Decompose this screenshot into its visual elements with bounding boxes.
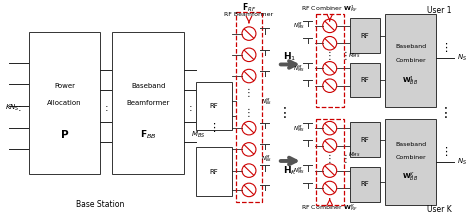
Text: :: :	[18, 103, 21, 113]
Text: $N_S$: $N_S$	[457, 157, 467, 167]
Text: $N_S$: $N_S$	[457, 53, 467, 63]
Text: ⋮: ⋮	[438, 106, 452, 120]
Text: Base Station: Base Station	[76, 200, 125, 209]
Bar	[350, 63, 380, 97]
Text: $M_{MS}$: $M_{MS}$	[347, 150, 360, 159]
Text: $\mathbf{F}_{RF}$: $\mathbf{F}_{RF}$	[242, 1, 256, 14]
Bar	[350, 167, 380, 201]
Text: $N^M_{BS}$: $N^M_{BS}$	[261, 154, 272, 164]
Text: Baseband: Baseband	[131, 83, 165, 89]
Bar	[384, 14, 437, 107]
Text: $N^M_{MS}$: $N^M_{MS}$	[293, 165, 305, 176]
Bar	[350, 18, 380, 53]
Text: RF Combiner $\mathbf{W}^K_{RF}$: RF Combiner $\mathbf{W}^K_{RF}$	[301, 202, 358, 213]
Text: Baseband: Baseband	[395, 44, 426, 49]
Text: $\mathbf{W}^K_{BB}$: $\mathbf{W}^K_{BB}$	[402, 171, 419, 184]
Text: User 1: User 1	[427, 6, 452, 15]
Text: ⋮: ⋮	[341, 51, 351, 61]
Text: Baseband: Baseband	[395, 142, 426, 147]
Text: Power: Power	[54, 83, 75, 89]
Text: $N^M_{BS}$: $N^M_{BS}$	[261, 96, 272, 107]
Bar	[196, 82, 232, 130]
Text: RF: RF	[360, 181, 369, 187]
Text: RF: RF	[210, 169, 219, 175]
Text: ⋮: ⋮	[440, 43, 451, 53]
Text: $\mathbf{H}_1$: $\mathbf{H}_1$	[283, 51, 296, 63]
Bar	[28, 32, 100, 175]
Text: $M_{MS}$: $M_{MS}$	[347, 51, 360, 60]
Text: RF: RF	[360, 32, 369, 38]
Text: RF: RF	[360, 137, 369, 143]
Bar	[112, 32, 184, 175]
Text: :: :	[105, 103, 108, 113]
Bar	[316, 14, 344, 107]
Text: $\mathbf{F}_{BB}$: $\mathbf{F}_{BB}$	[140, 128, 156, 141]
Text: ⋮: ⋮	[440, 147, 451, 157]
Text: $\mathbf{W}^1_{BB}$: $\mathbf{W}^1_{BB}$	[402, 74, 419, 88]
Text: User K: User K	[427, 205, 452, 214]
Text: Allocation: Allocation	[47, 100, 82, 106]
Text: ⋮: ⋮	[209, 123, 219, 133]
Text: ⋮: ⋮	[244, 108, 254, 118]
Text: $N^M_{MS}$: $N^M_{MS}$	[293, 123, 305, 134]
Text: $\mathbf{H}_K$: $\mathbf{H}_K$	[283, 164, 297, 177]
Text: ⋮: ⋮	[325, 51, 335, 61]
Text: Combiner: Combiner	[395, 58, 426, 63]
Bar	[196, 147, 232, 196]
Text: RF Beamformer: RF Beamformer	[224, 12, 273, 17]
Text: Beamformer: Beamformer	[127, 100, 170, 106]
Text: RF: RF	[210, 103, 219, 109]
Text: ⋮: ⋮	[244, 88, 254, 98]
Bar	[350, 122, 380, 157]
Text: RF: RF	[360, 77, 369, 83]
Text: ⋮: ⋮	[341, 154, 351, 164]
Text: $M_{BS}$: $M_{BS}$	[191, 130, 205, 140]
Text: Combiner: Combiner	[395, 155, 426, 160]
Text: $KN_S$: $KN_S$	[5, 103, 19, 113]
Text: ⋮: ⋮	[278, 106, 292, 120]
Text: RF Combiner $\mathbf{W}^1_{RF}$: RF Combiner $\mathbf{W}^1_{RF}$	[301, 3, 358, 14]
Text: ⋮: ⋮	[325, 154, 335, 164]
Text: $\mathbf{P}$: $\mathbf{P}$	[60, 129, 69, 140]
Bar	[316, 118, 344, 205]
Bar	[236, 12, 262, 201]
Text: $N^M_{MS}$: $N^M_{MS}$	[293, 63, 305, 74]
Text: :: :	[188, 103, 192, 113]
Bar	[384, 118, 437, 205]
Text: $N^M_{MS}$: $N^M_{MS}$	[293, 20, 305, 31]
